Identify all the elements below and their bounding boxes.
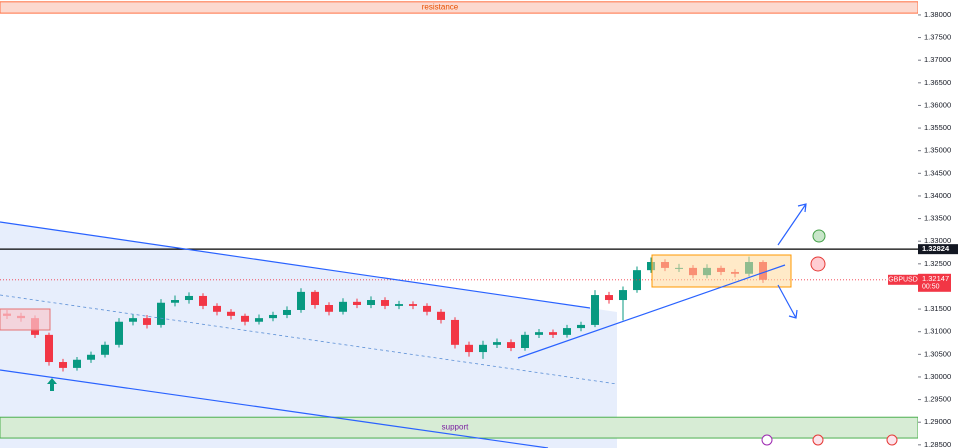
y-tick-label: 1.29500 [924, 395, 951, 404]
candle-body [549, 332, 557, 335]
event-icon [761, 434, 773, 446]
price-label: 1.32147 [922, 274, 949, 283]
candle-body [325, 305, 333, 312]
candle-body [297, 291, 305, 310]
event-icon [886, 434, 898, 446]
candle-body [465, 344, 473, 353]
candle-body [101, 344, 109, 355]
y-tick-label: 1.30500 [924, 349, 951, 358]
y-tick-label: 1.36500 [924, 78, 951, 87]
plot: resistance support [0, 1, 919, 439]
y-tick-label: 1.28500 [924, 440, 951, 448]
candle-body [493, 342, 501, 345]
candle-body [185, 295, 193, 301]
axis: 1.38000 1.37500 1.37000 1.36500 1.36000 1.355… [918, 10, 958, 448]
y-tick-label: 1.35500 [924, 123, 951, 132]
candle-body [255, 318, 263, 322]
y-tick-label: 1.38000 [924, 10, 951, 19]
candle-body [409, 304, 417, 306]
candle-body [269, 314, 277, 319]
candle-body [437, 311, 445, 320]
arrow-up [777, 203, 807, 246]
y-tick-label: 1.37500 [924, 33, 951, 42]
y-tick-label: 1.34500 [924, 168, 951, 177]
candle-body [521, 334, 529, 348]
candle-body [157, 302, 165, 325]
y-tick-label: 1.35000 [924, 146, 951, 155]
candle-body [605, 295, 613, 301]
y-tick-label: 1.32500 [924, 259, 951, 268]
symbol-label: GBPUSD [888, 277, 918, 284]
channel-lower [0, 369, 549, 448]
candle-body [241, 315, 249, 322]
y-tick-label: 1.36000 [924, 100, 951, 109]
price-axis [918, 0, 961, 448]
candle-body [367, 300, 375, 306]
candle-body [451, 319, 459, 345]
level-tag [918, 244, 958, 255]
candle-body [73, 359, 81, 368]
countdown: 00:50 [922, 284, 940, 291]
candle-body [563, 328, 571, 335]
level-label: 1.32824 [922, 244, 950, 253]
price-tag [918, 273, 951, 292]
candle-body [171, 300, 179, 303]
candle-body [507, 342, 515, 348]
y-tick-label: 1.31000 [924, 327, 951, 336]
candle-body [87, 354, 95, 360]
arrow-down [777, 284, 798, 319]
candle-body [535, 332, 543, 335]
candle-body [199, 295, 207, 306]
candle-body [115, 321, 123, 345]
resistance-label: resistance [422, 3, 459, 12]
candle-body [423, 305, 431, 312]
green-circle [812, 229, 826, 243]
candle-body [577, 324, 585, 329]
candle-body [647, 262, 655, 271]
y-tick-label: 1.34000 [924, 191, 951, 200]
candle-body [283, 309, 291, 315]
candle-body [311, 291, 319, 306]
trend-line [517, 264, 786, 359]
range-box [651, 254, 792, 288]
channel-mid [0, 294, 618, 385]
y-tick-label: 1.31500 [924, 304, 951, 313]
candle-body [227, 311, 235, 316]
candle-body [479, 344, 487, 353]
demand-box [0, 308, 51, 331]
y-tick-label: 1.33500 [924, 214, 951, 223]
candle-body [381, 300, 389, 306]
support-label: support [442, 423, 469, 432]
candle-body [591, 295, 599, 325]
candle-body [395, 304, 403, 306]
candle-body [619, 290, 627, 301]
resistance-zone [0, 1, 919, 14]
channel-upper [0, 221, 591, 309]
y-tick-label: 1.33000 [924, 236, 951, 245]
candle-body [213, 305, 221, 312]
candle-body [353, 301, 361, 306]
candle-body [45, 334, 53, 363]
candle-body [59, 362, 67, 368]
y-tick-label: 1.37000 [924, 55, 951, 64]
y-tick-label: 1.30000 [924, 372, 951, 381]
candle-body [143, 318, 151, 325]
event-icon [812, 434, 824, 446]
candle-body [129, 318, 137, 322]
symbol-tag [888, 274, 918, 285]
up-marker [47, 378, 57, 391]
red-circle [810, 256, 826, 272]
candle-body [339, 301, 347, 312]
y-tick-label: 1.29000 [924, 417, 951, 426]
